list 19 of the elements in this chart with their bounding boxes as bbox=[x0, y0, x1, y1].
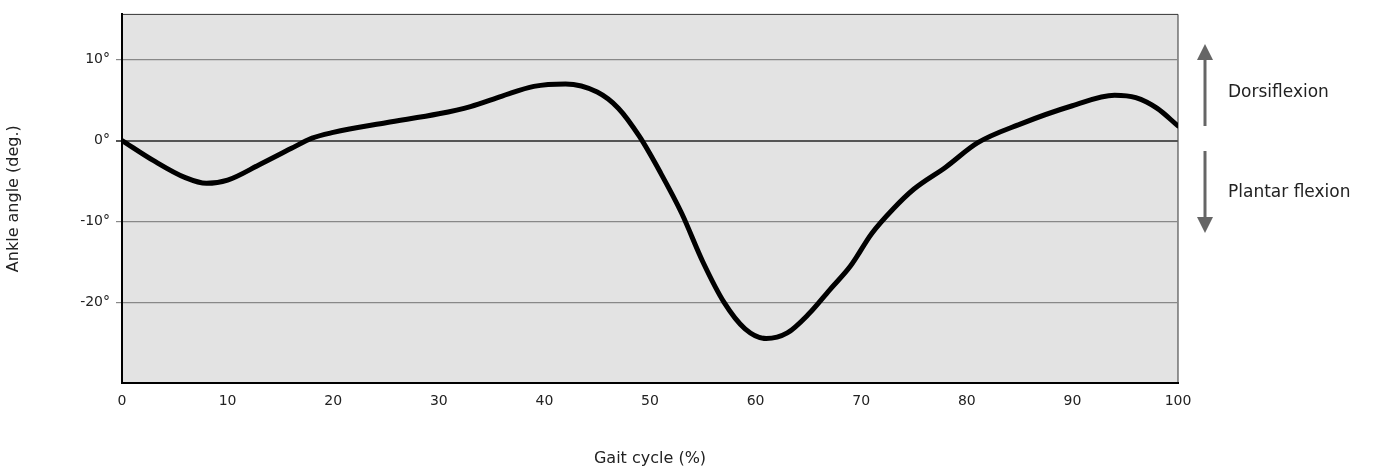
x-tick-label: 30 bbox=[429, 392, 448, 409]
x-tick-label: 70 bbox=[852, 392, 871, 409]
text: Plantar flexion bbox=[1228, 181, 1351, 202]
x-tick-label: 80 bbox=[957, 392, 976, 409]
x-axis-title: Gait cycle (%) bbox=[593, 447, 707, 467]
x-tick-label: 60 bbox=[746, 392, 765, 409]
x-tick-label: 100 bbox=[1164, 392, 1192, 409]
text: Dorsiflexion bbox=[1228, 81, 1329, 102]
y-tick-label: -10° bbox=[80, 211, 110, 228]
x-tick-label: 90 bbox=[1063, 392, 1082, 409]
y-tick-label: 10° bbox=[85, 50, 110, 67]
y-tick-label: -20° bbox=[80, 292, 110, 309]
x-tick-label: 0 bbox=[117, 392, 127, 409]
x-tick-label: 20 bbox=[324, 392, 343, 409]
x-tick-label: 50 bbox=[641, 392, 659, 409]
x-tick-label: 10 bbox=[218, 392, 237, 409]
y-tick-label: 0° bbox=[94, 131, 110, 148]
y-axis-title: Ankle angle (deg.) bbox=[2, 125, 22, 273]
x-tick-label: 40 bbox=[535, 392, 554, 409]
